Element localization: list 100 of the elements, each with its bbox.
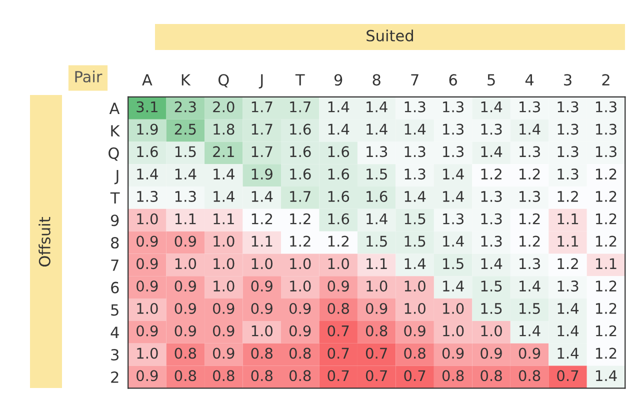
data-label: 1.4: [366, 124, 388, 135]
data-label: 1.4: [214, 168, 234, 180]
data-label: 0.9: [174, 236, 196, 247]
data-label: 0.9: [136, 280, 158, 292]
data-label: 1.2: [520, 236, 540, 247]
data-label: 1.4: [481, 102, 502, 112]
y-tick-label: 9: [110, 214, 119, 226]
data-label: 1.4: [328, 102, 350, 112]
data-label: 1.3: [596, 124, 616, 135]
data-label: 2.1: [213, 146, 234, 157]
data-label: 1.3: [443, 124, 464, 135]
data-label: 1.4: [520, 124, 540, 135]
data-label: 1.2: [290, 236, 310, 247]
x-tick-label: 9: [334, 74, 342, 86]
x-tick-label: K: [182, 74, 191, 86]
y-tick-label: 7: [111, 260, 118, 271]
y-tick-label: 2: [111, 371, 118, 383]
data-label: 0.9: [289, 302, 311, 314]
data-label: 1.0: [214, 280, 234, 292]
x-tick-label: 3: [564, 74, 572, 86]
data-label: 0.9: [213, 348, 234, 359]
x-tick-label: J: [258, 74, 263, 88]
data-label: 1.3: [520, 190, 540, 202]
data-label: 1.1: [175, 214, 196, 224]
data-label: 0.9: [366, 302, 388, 314]
data-label: 1.3: [520, 146, 540, 158]
x-tick-label: Q: [218, 74, 229, 88]
data-label: 0.9: [174, 302, 196, 314]
data-label: 0.8: [251, 370, 272, 382]
data-label: 1.3: [481, 124, 502, 135]
data-label: 1.3: [366, 146, 388, 158]
data-label: 0.9: [174, 280, 196, 292]
data-label: 1.2: [596, 213, 616, 224]
data-label: 1.4: [443, 280, 464, 292]
data-label: 1.2: [252, 213, 272, 224]
y-tick-label: 4: [110, 326, 119, 338]
y-axis-title: Offsuit: [38, 217, 50, 266]
data-label: 1.4: [366, 214, 388, 224]
data-label: 1.7: [252, 146, 272, 157]
data-label: 1.0: [443, 325, 464, 336]
data-label: 1.5: [366, 236, 387, 247]
data-label: 1.2: [596, 302, 616, 314]
data-label: 1.3: [481, 190, 502, 202]
data-label: 1.0: [137, 213, 158, 224]
data-label: 0.7: [366, 348, 387, 359]
x-tick-label: 6: [449, 74, 457, 86]
data-label: 0.8: [404, 348, 426, 359]
data-label: 1.0: [443, 302, 464, 314]
x-tick-label: 8: [372, 74, 380, 86]
data-label: 1.7: [290, 191, 310, 202]
data-label: 1.3: [404, 101, 426, 112]
x-tick-label: T: [295, 74, 305, 86]
data-label: 1.2: [558, 258, 578, 269]
data-label: 1.4: [175, 168, 196, 180]
data-label: 1.4: [252, 191, 273, 202]
data-label: 0.9: [480, 348, 502, 359]
data-label: 1.0: [290, 280, 311, 292]
data-label: 1.5: [443, 258, 464, 270]
data-label: 1.4: [404, 258, 426, 269]
data-label: 1.3: [137, 190, 158, 202]
data-label: 0.8: [174, 348, 196, 359]
data-label: 0.9: [213, 302, 234, 314]
data-label: 0.9: [174, 325, 196, 336]
data-label: 1.3: [520, 101, 540, 112]
y-tick-label: 5: [111, 304, 118, 316]
y-tick-label: K: [111, 125, 120, 136]
y-tick-label: A: [109, 102, 120, 114]
data-label: 1.6: [290, 146, 311, 158]
data-label: 1.0: [366, 280, 388, 292]
data-label: 0.7: [328, 325, 349, 336]
data-label: 1.4: [558, 348, 579, 359]
data-label: 0.7: [328, 348, 349, 359]
data-label: 1.5: [175, 146, 196, 158]
data-label: 0.9: [442, 348, 464, 359]
data-label: 1.1: [558, 214, 578, 224]
data-label: 1.3: [558, 124, 578, 135]
data-label: 1.0: [252, 325, 273, 336]
data-label: 2.5: [174, 124, 196, 135]
data-label: 1.6: [137, 146, 158, 158]
y-tick-label: Q: [108, 147, 119, 161]
data-label: 1.4: [404, 124, 426, 135]
data-label: 1.2: [328, 236, 348, 247]
data-label: 0.8: [328, 302, 349, 314]
data-label: 1.0: [481, 325, 502, 336]
data-label: 1.3: [443, 146, 464, 158]
data-label: 0.8: [518, 370, 540, 382]
data-label: 1.6: [328, 168, 350, 180]
data-label: 1.6: [290, 168, 311, 180]
data-label: 1.2: [290, 213, 310, 224]
data-label: 1.3: [558, 280, 578, 292]
data-label: 0.9: [136, 370, 158, 382]
data-label: 1.9: [137, 124, 158, 135]
data-label: 0.8: [174, 370, 196, 382]
data-label: 1.6: [328, 213, 350, 224]
data-label: 1.3: [404, 168, 426, 180]
data-label: 1.0: [252, 258, 273, 270]
data-label: 1.8: [214, 124, 234, 135]
y-tick-label: T: [110, 192, 120, 204]
data-label: 1.4: [366, 102, 388, 112]
data-label: 1.3: [404, 146, 426, 158]
